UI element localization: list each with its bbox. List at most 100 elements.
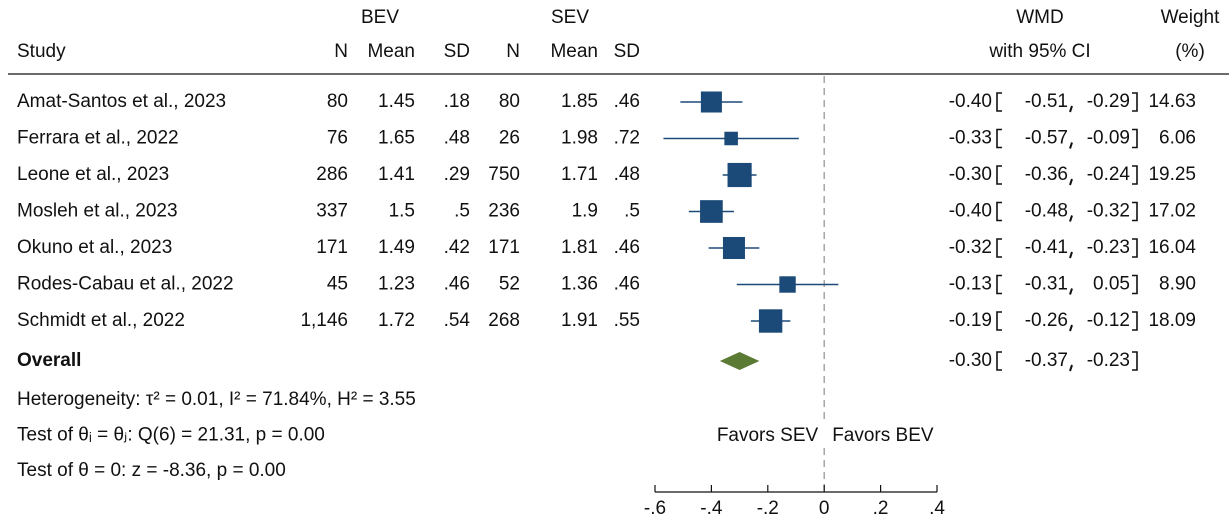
table-cell: 1.5 [389, 201, 415, 222]
x-tick-label: -.4 [700, 498, 723, 519]
table-cell: 286 [316, 164, 348, 185]
study-name: Amat-Santos et al., 2023 [17, 91, 226, 112]
column-header: Mean [367, 41, 415, 62]
column-header: N [506, 41, 520, 62]
table-cell: 1,146 [300, 310, 348, 331]
note: Test of θᵢ = θⱼ: Q(6) = 21.31, p = 0.00 [17, 425, 325, 446]
column-header: (%) [1175, 41, 1205, 62]
wmd-label: -0.40 [949, 201, 992, 222]
ci-upper-label: -0.23 [1087, 237, 1130, 258]
weight-label: 6.06 [1159, 128, 1196, 149]
column-header: WMD [1016, 7, 1063, 28]
comma [1069, 364, 1073, 372]
table-cell: 1.98 [561, 128, 598, 149]
study-name: Schmidt et al., 2022 [17, 310, 185, 331]
table-cell: 1.23 [378, 274, 415, 295]
table-cell: 1.85 [561, 91, 598, 112]
table-cell: 1.71 [561, 164, 598, 185]
favors-label: Favors BEV [832, 425, 934, 446]
weight-label: 17.02 [1148, 201, 1196, 222]
weight-label: 8.90 [1159, 274, 1196, 295]
x-tick-label: .2 [873, 498, 889, 519]
column-header: SD [444, 41, 470, 62]
comma [1069, 142, 1073, 149]
favors-label: Favors SEV [717, 425, 819, 446]
study-name: Okuno et al., 2023 [17, 237, 172, 258]
bracket [1132, 128, 1138, 149]
table-cell: 1.9 [572, 201, 598, 222]
weight-label: 14.63 [1148, 91, 1196, 112]
note: Test of θ = 0: z = -8.36, p = 0.00 [17, 460, 286, 481]
ci-upper-label: 0.05 [1093, 274, 1130, 295]
ci-upper-label: -0.32 [1087, 201, 1130, 222]
table-cell: .46 [444, 274, 470, 295]
wmd-label: -0.32 [949, 237, 992, 258]
study-name: Rodes-Cabau et al., 2022 [17, 274, 234, 295]
table-cell: 171 [316, 237, 348, 258]
column-header: with 95% CI [988, 41, 1090, 62]
wmd-label: -0.40 [949, 91, 992, 112]
table-cell: 80 [327, 91, 348, 112]
ci-upper-label: -0.24 [1087, 164, 1131, 185]
bracket [1132, 165, 1138, 185]
bracket [1132, 351, 1138, 371]
comma [1069, 324, 1073, 332]
table-cell: 1.36 [561, 274, 598, 295]
study-marker [779, 276, 796, 293]
table-cell: .46 [614, 274, 640, 295]
bracket [996, 274, 1002, 295]
table-cell: 337 [316, 201, 348, 222]
table-cell: .72 [614, 128, 640, 149]
ci-lower-label: -0.36 [1025, 164, 1068, 185]
table-cell: 80 [499, 91, 520, 112]
table-cell: 1.65 [378, 128, 415, 149]
wmd-label: -0.33 [949, 128, 992, 149]
table-cell: .29 [444, 164, 470, 185]
table-cell: .5 [454, 201, 470, 222]
comma [1069, 215, 1073, 222]
bracket [1132, 201, 1138, 222]
table-cell: .54 [444, 310, 471, 331]
wmd-label: -0.19 [949, 310, 992, 331]
study-name: Leone et al., 2023 [17, 164, 169, 185]
study-marker [700, 200, 723, 223]
table-cell: .46 [614, 237, 640, 258]
table-cell: .48 [444, 128, 470, 149]
ci-lower-label: -0.41 [1025, 237, 1068, 258]
study-marker [758, 309, 783, 333]
column-header: SD [614, 41, 640, 62]
table-cell: 750 [488, 164, 520, 185]
bracket [996, 351, 1002, 371]
ci-upper-label: -0.29 [1087, 91, 1130, 112]
weight-label: 19.25 [1148, 164, 1196, 185]
comma [1069, 105, 1073, 113]
overall-label: Overall [17, 350, 81, 371]
x-tick-label: -.6 [644, 498, 666, 519]
table-cell: 45 [327, 274, 348, 295]
table-cell: 76 [327, 128, 348, 149]
ci-upper-label: -0.12 [1087, 310, 1130, 331]
table-cell: .5 [624, 201, 640, 222]
study-name: Ferrara et al., 2022 [17, 128, 179, 149]
x-tick-label: -.2 [757, 498, 779, 519]
study-marker [727, 162, 752, 188]
bracket [1132, 311, 1138, 331]
comma [1069, 288, 1073, 295]
bracket [1132, 238, 1138, 258]
table-cell: .48 [614, 164, 640, 185]
study-marker [700, 91, 722, 113]
ci-upper-label: -0.23 [1087, 350, 1130, 371]
table-cell: 171 [488, 237, 520, 258]
table-cell: 1.81 [561, 237, 598, 258]
table-cell: 1.72 [378, 310, 415, 331]
ci-lower-label: -0.31 [1025, 274, 1068, 295]
table-cell: 1.45 [378, 91, 415, 112]
wmd-label: -0.30 [949, 164, 992, 185]
group-header: SEV [551, 7, 589, 28]
ci-lower-label: -0.48 [1025, 201, 1068, 222]
table-cell: 26 [499, 128, 520, 149]
table-cell: .18 [444, 91, 470, 112]
bracket [1132, 92, 1138, 112]
table-cell: 1.91 [561, 310, 598, 331]
